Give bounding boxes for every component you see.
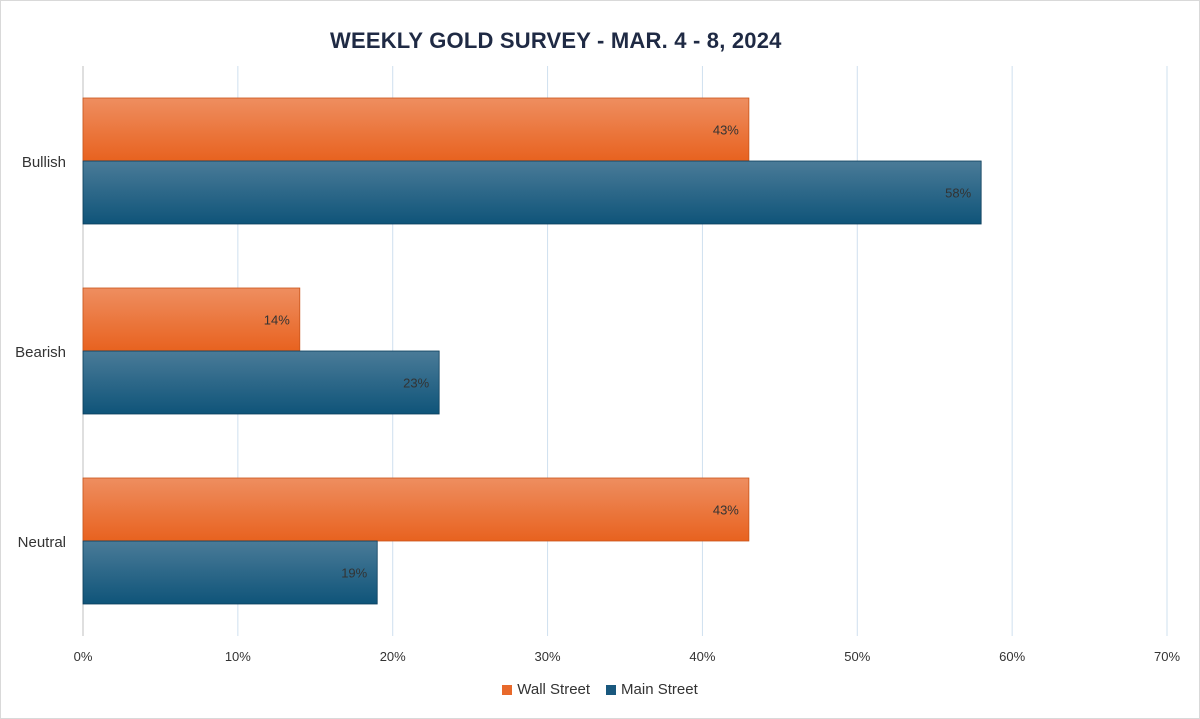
bar-wall-street	[82, 287, 301, 352]
legend: Wall Street Main Street	[0, 681, 1200, 698]
data-label: 14%	[264, 313, 290, 328]
x-tick-label: 70%	[1154, 649, 1180, 664]
bar-main-street	[82, 160, 982, 225]
x-tick-label: 40%	[689, 649, 715, 664]
x-tick-label: 10%	[225, 649, 251, 664]
bar-wall-street	[82, 477, 750, 542]
y-category-label: Bearish	[15, 344, 66, 361]
legend-item-wall-street: Wall Street	[502, 681, 590, 698]
data-label: 43%	[713, 503, 739, 518]
chart-title: WEEKLY GOLD SURVEY - MAR. 4 - 8, 2024	[330, 28, 782, 53]
x-tick-label: 20%	[380, 649, 406, 664]
legend-swatch-wall-street	[502, 684, 513, 695]
legend-label-wall-street: Wall Street	[517, 681, 591, 698]
data-label: 23%	[403, 376, 429, 391]
y-category-label: Bullish	[22, 154, 66, 171]
legend-label-main-street: Main Street	[621, 681, 698, 698]
bar-main-street	[82, 540, 378, 605]
x-tick-label: 50%	[844, 649, 870, 664]
x-tick-label: 0%	[74, 649, 93, 664]
x-tick-label: 30%	[535, 649, 561, 664]
bar-wall-street	[82, 97, 750, 162]
legend-swatch-main-street	[606, 684, 617, 695]
bar-main-street	[82, 350, 440, 415]
y-category-label: Neutral	[18, 534, 66, 551]
data-label: 19%	[341, 566, 367, 581]
legend-item-main-street: Main Street	[606, 681, 698, 698]
x-tick-label: 60%	[999, 649, 1025, 664]
bars	[82, 97, 982, 605]
data-label: 58%	[945, 186, 971, 201]
data-label: 43%	[713, 123, 739, 138]
labels: 0% 10% 20% 30% 40% 50% 60% 70% Bullish 43% 58% Bear…	[15, 123, 1180, 665]
